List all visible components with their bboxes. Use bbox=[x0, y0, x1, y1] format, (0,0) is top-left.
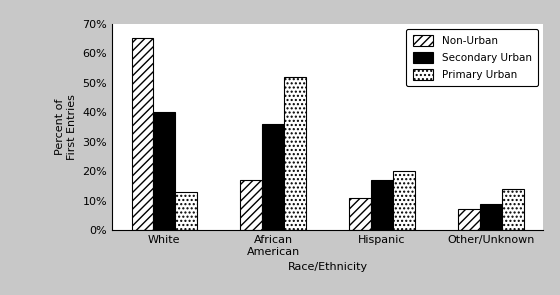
Bar bbox=[371, 180, 393, 230]
Bar bbox=[153, 112, 175, 230]
Bar bbox=[393, 171, 415, 230]
Y-axis label: Percent of
First Entries: Percent of First Entries bbox=[55, 94, 77, 160]
Legend: Non-Urban, Secondary Urban, Primary Urban: Non-Urban, Secondary Urban, Primary Urba… bbox=[407, 29, 538, 86]
X-axis label: Race/Ethnicity: Race/Ethnicity bbox=[287, 262, 368, 272]
Bar bbox=[262, 124, 284, 230]
Bar bbox=[480, 204, 502, 230]
Bar bbox=[175, 192, 197, 230]
Bar bbox=[284, 77, 306, 230]
Bar bbox=[349, 198, 371, 230]
Bar bbox=[240, 180, 262, 230]
Bar bbox=[132, 38, 153, 230]
Bar bbox=[458, 209, 480, 230]
Bar bbox=[502, 189, 524, 230]
